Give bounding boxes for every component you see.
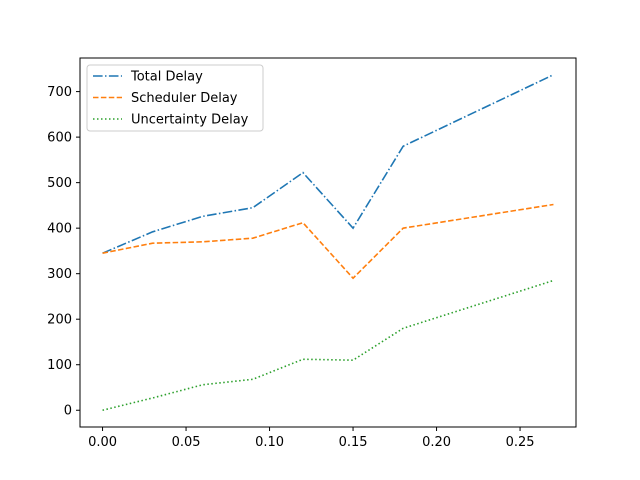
y-tick-label: 0 xyxy=(64,404,72,419)
x-tick-label: 0.20 xyxy=(422,435,451,450)
series-line-2 xyxy=(102,203,554,280)
x-tick-label: 0.25 xyxy=(506,435,535,450)
y-tick-label: 100 xyxy=(47,358,72,373)
y-tick-label: 200 xyxy=(47,313,72,328)
series-line-3 xyxy=(102,279,554,412)
legend-label-2: Scheduler Delay xyxy=(131,91,238,106)
x-tick-label: 0.15 xyxy=(339,435,368,450)
series-layer xyxy=(102,74,554,412)
y-tick-label: 600 xyxy=(47,131,72,146)
x-tick-label: 0.10 xyxy=(255,435,284,450)
series-line-1 xyxy=(102,74,554,254)
legend-label-3: Uncertainty Delay xyxy=(131,113,249,128)
x-tick-label: 0.05 xyxy=(172,435,201,450)
y-tick-label: 500 xyxy=(47,176,72,191)
legend-label-1: Total Delay xyxy=(130,70,203,85)
y-axis: 0 100 200 300 400 500 600 700 xyxy=(47,85,80,419)
legend: Total Delay Scheduler Delay Uncertainty De… xyxy=(86,64,264,132)
y-tick-label: 400 xyxy=(47,222,72,237)
x-tick-label: 0.00 xyxy=(88,435,117,450)
legend-box xyxy=(86,64,264,132)
y-tick-label: 300 xyxy=(47,267,72,282)
y-tick-label: 700 xyxy=(47,85,72,100)
x-axis: 0.00 0.05 0.10 0.15 0.20 0.25 xyxy=(88,427,535,450)
plot-frame xyxy=(79,57,577,428)
